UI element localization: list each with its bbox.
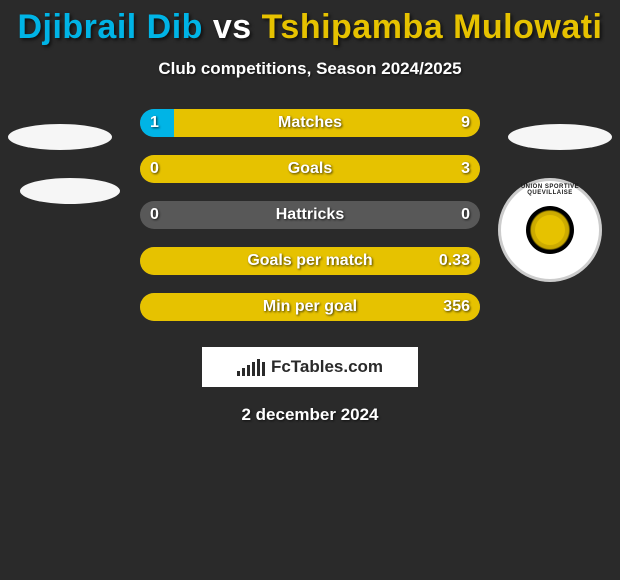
bar-left	[140, 109, 174, 137]
vs-text: vs	[213, 8, 252, 46]
player2-name: Tshipamba Mulowati	[262, 8, 603, 46]
stat-row: Min per goal356	[0, 283, 620, 329]
player1-club-badge-1	[8, 124, 112, 150]
bar-track	[140, 293, 480, 321]
bar-right	[140, 293, 480, 321]
fctables-watermark: FcTables.com	[202, 347, 418, 387]
bar-track	[140, 155, 480, 183]
bar-right	[140, 247, 480, 275]
bar-right	[174, 109, 480, 137]
bar-right	[140, 155, 480, 183]
bar-track	[140, 201, 480, 229]
page-title: Djibrail Dib vs Tshipamba Mulowati	[0, 0, 620, 47]
club-ring-text: UNION SPORTIVE QUEVILLAISE	[498, 184, 602, 196]
player1-name: Djibrail Dib	[17, 8, 202, 46]
date-label: 2 december 2024	[0, 405, 620, 425]
player1-club-badge-2	[20, 178, 120, 204]
player2-club-badge-1	[508, 124, 612, 150]
fctables-label: FcTables.com	[271, 357, 383, 377]
club-crest-icon	[526, 206, 574, 254]
fctables-bars-icon	[237, 358, 265, 376]
subtitle: Club competitions, Season 2024/2025	[0, 59, 620, 79]
bar-track	[140, 109, 480, 137]
bar-track	[140, 247, 480, 275]
player2-club-badge-2: UNION SPORTIVE QUEVILLAISE	[498, 178, 602, 282]
